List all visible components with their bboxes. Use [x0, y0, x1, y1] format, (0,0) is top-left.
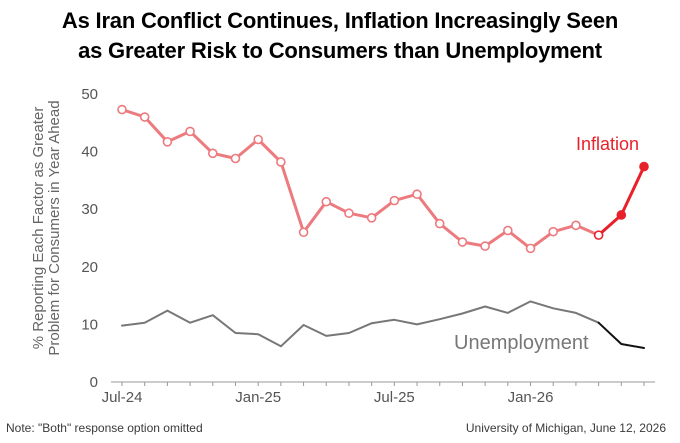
series-labels: Inflation Unemployment: [454, 134, 639, 354]
data-point-inflation: [503, 225, 513, 236]
data-point-inflation: [139, 112, 150, 122]
y-axis-title: % Reporting Each Factor as GreaterProble…: [30, 100, 63, 355]
y-axis-title-line: Problem for Consumers in Year Ahead: [46, 100, 63, 355]
data-point-inflation: [344, 208, 354, 219]
data-point-inflation: [525, 243, 536, 254]
data-point-inflation: [457, 237, 468, 247]
chart-axes: Jul-24 Jan-25 Jul-25 Jan-26 0 10 20 30 40 50: [81, 86, 655, 406]
data-point-inflation: [548, 226, 559, 237]
y-tick-label: 50: [81, 86, 98, 103]
data-point-inflation: [162, 137, 173, 147]
series-line-unemployment-recent: [597, 321, 645, 349]
data-point-inflation: [412, 189, 422, 200]
data-point-inflation: [639, 161, 649, 172]
x-tick-label: Jan-26: [508, 389, 554, 406]
data-point-inflation: [571, 220, 581, 231]
data-point-inflation: [117, 104, 127, 115]
y-tick-label: 0: [90, 374, 98, 391]
data-point-inflation: [253, 134, 263, 145]
data-point-inflation: [389, 195, 400, 206]
y-axis-label: % Reporting Each Factor as GreaterProble…: [30, 100, 63, 355]
data-point-inflation: [298, 227, 309, 238]
footnote: Note: "Both" response option omitted: [6, 421, 203, 435]
x-tick-label: Jan-25: [235, 389, 281, 406]
data-point-inflation: [230, 153, 241, 164]
chart-title-line-1: As Iran Conflict Continues, Inflation In…: [61, 8, 619, 33]
y-tick-label: 20: [81, 259, 98, 276]
data-point-inflation: [434, 218, 445, 229]
series-label-inflation: Inflation: [576, 134, 639, 154]
x-tick-label: Jul-25: [374, 389, 415, 406]
series-lines: [120, 108, 646, 349]
data-point-inflation: [480, 241, 490, 251]
y-tick-label: 30: [81, 201, 98, 218]
series-line-unemployment: [121, 300, 600, 348]
data-point-inflation: [366, 213, 377, 223]
chart-title-line-2: as Greater Risk to Consumers than Unempl…: [78, 38, 602, 63]
x-tick-label: Jul-24: [102, 389, 143, 406]
data-point-inflation: [276, 157, 286, 167]
y-tick-label: 40: [81, 144, 98, 161]
source-note: University of Michigan, June 12, 2026: [465, 421, 666, 435]
data-point-inflation: [185, 126, 195, 137]
data-point-inflation: [593, 230, 604, 240]
chart-title: As Iran Conflict Continues, Inflation In…: [0, 6, 680, 66]
y-axis-title-line: % Reporting Each Factor as Greater: [30, 107, 47, 350]
series-markers: [117, 104, 649, 254]
y-tick-label: 10: [81, 316, 98, 333]
series-line-inflation-recent: [597, 165, 646, 237]
data-point-inflation: [207, 148, 218, 159]
series-line-inflation: [120, 108, 601, 250]
data-point-inflation: [616, 210, 627, 220]
series-label-unemployment: Unemployment: [454, 332, 589, 354]
data-point-inflation: [321, 196, 332, 207]
